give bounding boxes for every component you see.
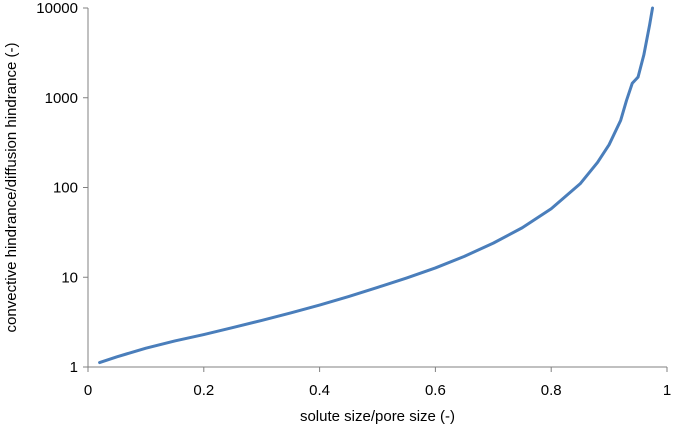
x-tick-label: 0.2 xyxy=(193,382,214,399)
x-tick-label: 0 xyxy=(84,382,92,399)
x-axis-ticks: 0 0.2 0.4 0.6 0.8 1 xyxy=(84,367,671,399)
y-tick-label: 1000 xyxy=(45,90,78,107)
y-tick-label: 1 xyxy=(70,359,78,376)
y-tick-label: 100 xyxy=(53,180,78,197)
y-axis-title: convective hindrance/diffusion hindrance… xyxy=(3,43,20,333)
y-tick-label: 10000 xyxy=(36,0,78,17)
y-axis-ticks: 1 10 100 1000 10000 xyxy=(36,0,88,376)
x-tick-label: 0.6 xyxy=(425,382,446,399)
series-line xyxy=(98,6,655,365)
x-tick-label: 0.4 xyxy=(309,382,330,399)
x-axis-title: solute size/pore size (-) xyxy=(300,408,455,425)
x-tick-label: 0.8 xyxy=(541,382,562,399)
y-tick-label: 10 xyxy=(61,269,78,286)
x-tick-label: 1 xyxy=(663,382,671,399)
